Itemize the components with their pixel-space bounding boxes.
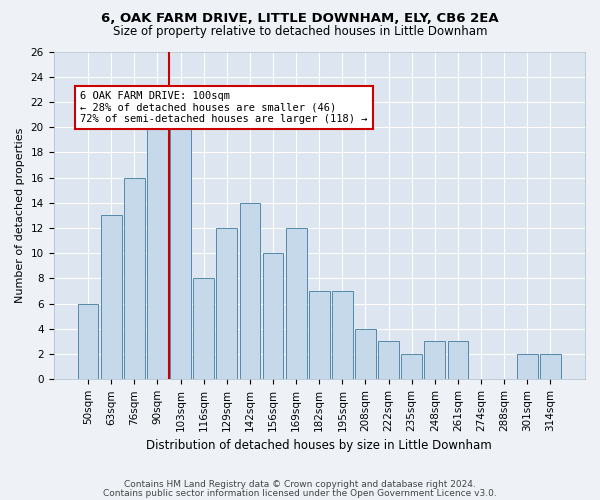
Bar xyxy=(263,253,283,380)
Bar xyxy=(540,354,561,380)
Bar xyxy=(424,342,445,380)
Bar xyxy=(217,228,237,380)
Bar xyxy=(77,304,98,380)
Text: Contains HM Land Registry data © Crown copyright and database right 2024.: Contains HM Land Registry data © Crown c… xyxy=(124,480,476,489)
Bar xyxy=(101,216,122,380)
Bar xyxy=(309,291,329,380)
Text: Size of property relative to detached houses in Little Downham: Size of property relative to detached ho… xyxy=(113,25,487,38)
Bar xyxy=(170,102,191,380)
Bar xyxy=(193,278,214,380)
Bar xyxy=(517,354,538,380)
Text: 6, OAK FARM DRIVE, LITTLE DOWNHAM, ELY, CB6 2EA: 6, OAK FARM DRIVE, LITTLE DOWNHAM, ELY, … xyxy=(101,12,499,26)
X-axis label: Distribution of detached houses by size in Little Downham: Distribution of detached houses by size … xyxy=(146,440,492,452)
Bar xyxy=(147,114,168,380)
Bar xyxy=(286,228,307,380)
Bar xyxy=(378,342,399,380)
Bar xyxy=(401,354,422,380)
Bar xyxy=(355,329,376,380)
Text: 6 OAK FARM DRIVE: 100sqm
← 28% of detached houses are smaller (46)
72% of semi-d: 6 OAK FARM DRIVE: 100sqm ← 28% of detach… xyxy=(80,91,368,124)
Bar xyxy=(124,178,145,380)
Bar xyxy=(332,291,353,380)
Bar xyxy=(448,342,469,380)
Bar xyxy=(239,203,260,380)
Text: Contains public sector information licensed under the Open Government Licence v3: Contains public sector information licen… xyxy=(103,489,497,498)
Y-axis label: Number of detached properties: Number of detached properties xyxy=(15,128,25,303)
